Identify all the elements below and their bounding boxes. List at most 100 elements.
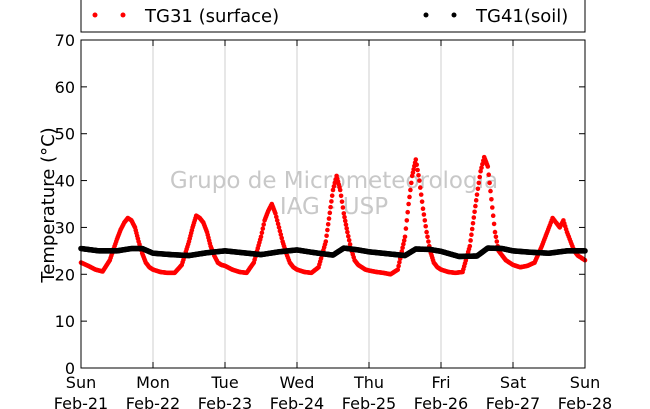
data-point xyxy=(341,211,347,216)
y-tick-label: 20 xyxy=(55,265,75,284)
data-point xyxy=(342,218,348,224)
data-point xyxy=(331,184,337,189)
grid-lines xyxy=(152,40,514,368)
data-point xyxy=(274,214,279,220)
x-tick-label-date: Feb-23 xyxy=(198,394,252,409)
data-point xyxy=(473,203,478,209)
data-point xyxy=(407,194,412,200)
data-point xyxy=(479,165,484,170)
data-point xyxy=(405,209,411,215)
data-point xyxy=(474,192,480,197)
data-point xyxy=(493,234,499,240)
y-tick-label: 50 xyxy=(55,125,75,144)
data-point xyxy=(343,222,349,227)
data-point xyxy=(423,223,429,229)
data-point xyxy=(275,221,281,227)
data-point xyxy=(345,229,350,235)
axes: 0 10 20 30 40 50 60 70 Sun Feb-21 Mon Feb-22 Tue Feb-… xyxy=(54,31,612,409)
data-point xyxy=(409,180,414,186)
x-tick-label-day: Sun xyxy=(570,373,600,392)
legend-box xyxy=(80,0,586,33)
x-tick-label-date: Feb-22 xyxy=(126,394,180,409)
data-point xyxy=(260,226,266,231)
data-point xyxy=(404,218,410,223)
data-point xyxy=(347,242,353,247)
data-point xyxy=(325,222,331,227)
data-point xyxy=(421,212,427,217)
data-point xyxy=(337,187,343,193)
data-point xyxy=(346,238,352,243)
data-point xyxy=(339,199,345,204)
x-tick-label-date: Feb-24 xyxy=(270,394,324,409)
data-point xyxy=(472,209,477,215)
data-point xyxy=(330,187,336,193)
data-point xyxy=(338,193,344,199)
y-tick-label: 0 xyxy=(65,359,75,378)
data-point xyxy=(396,263,401,269)
data-point xyxy=(395,267,401,272)
data-point xyxy=(346,233,351,239)
y-axis-label: Temperature (°C) xyxy=(38,127,59,283)
legend-marker-tg31 xyxy=(92,12,98,18)
data-point xyxy=(469,226,475,232)
data-point xyxy=(274,218,280,223)
legend-marker-tg31 xyxy=(120,12,126,18)
data-point xyxy=(324,233,329,239)
x-tick-label-date: Feb-28 xyxy=(558,394,612,409)
data-point xyxy=(416,173,421,178)
data-point xyxy=(401,241,406,247)
data-point xyxy=(426,239,431,244)
x-tick-label-date: Feb-25 xyxy=(342,394,396,409)
data-point xyxy=(475,186,481,192)
data-point xyxy=(487,180,492,186)
data-point xyxy=(415,167,420,173)
data-point xyxy=(329,193,335,198)
data-point xyxy=(326,216,332,221)
plot-frame xyxy=(80,39,586,369)
x-tick-label-day: Wed xyxy=(280,373,315,392)
data-point xyxy=(273,211,278,216)
data-point xyxy=(480,161,485,167)
data-point xyxy=(328,204,333,210)
data-point xyxy=(329,199,334,204)
watermark-line-2: IAG - USP xyxy=(280,194,388,220)
legend-label-tg31: TG31 (surface) xyxy=(144,6,279,27)
data-point xyxy=(261,222,267,227)
data-point xyxy=(325,227,330,233)
x-tick-label-day: Sun xyxy=(66,373,96,392)
x-tick-label-day: Fri xyxy=(431,373,450,392)
data-point xyxy=(327,210,333,216)
data-point xyxy=(476,180,482,186)
legend-label-tg41: TG41(soil) xyxy=(475,6,568,27)
x-tick-label-day: Tue xyxy=(210,373,238,392)
data-point xyxy=(403,226,409,231)
data-point xyxy=(490,205,495,210)
data-point xyxy=(468,238,473,243)
data-point xyxy=(400,245,405,251)
data-point xyxy=(276,225,282,230)
x-tick-label-date: Feb-21 xyxy=(54,394,108,409)
data-point xyxy=(470,220,476,226)
data-point xyxy=(402,234,408,240)
data-point xyxy=(408,187,413,193)
data-point xyxy=(491,221,497,227)
data-point xyxy=(258,234,264,240)
data-point xyxy=(425,234,430,240)
data-point xyxy=(419,199,425,204)
data-point xyxy=(342,214,347,220)
data-point xyxy=(488,188,493,194)
data-point xyxy=(485,164,491,169)
data-point xyxy=(473,198,479,203)
legend: TG31 (surface) TG41(soil) xyxy=(80,0,586,33)
data-point xyxy=(420,206,426,211)
data-point xyxy=(418,185,423,190)
y-tick-label: 10 xyxy=(55,312,75,331)
x-tick-label-date: Feb-27 xyxy=(486,394,540,409)
data-point xyxy=(477,174,483,180)
data-point xyxy=(340,205,346,210)
data-point xyxy=(469,232,474,238)
data-point xyxy=(486,172,492,178)
data-point xyxy=(413,157,419,162)
data-point xyxy=(478,168,483,174)
x-tick-label-day: Mon xyxy=(136,373,170,392)
